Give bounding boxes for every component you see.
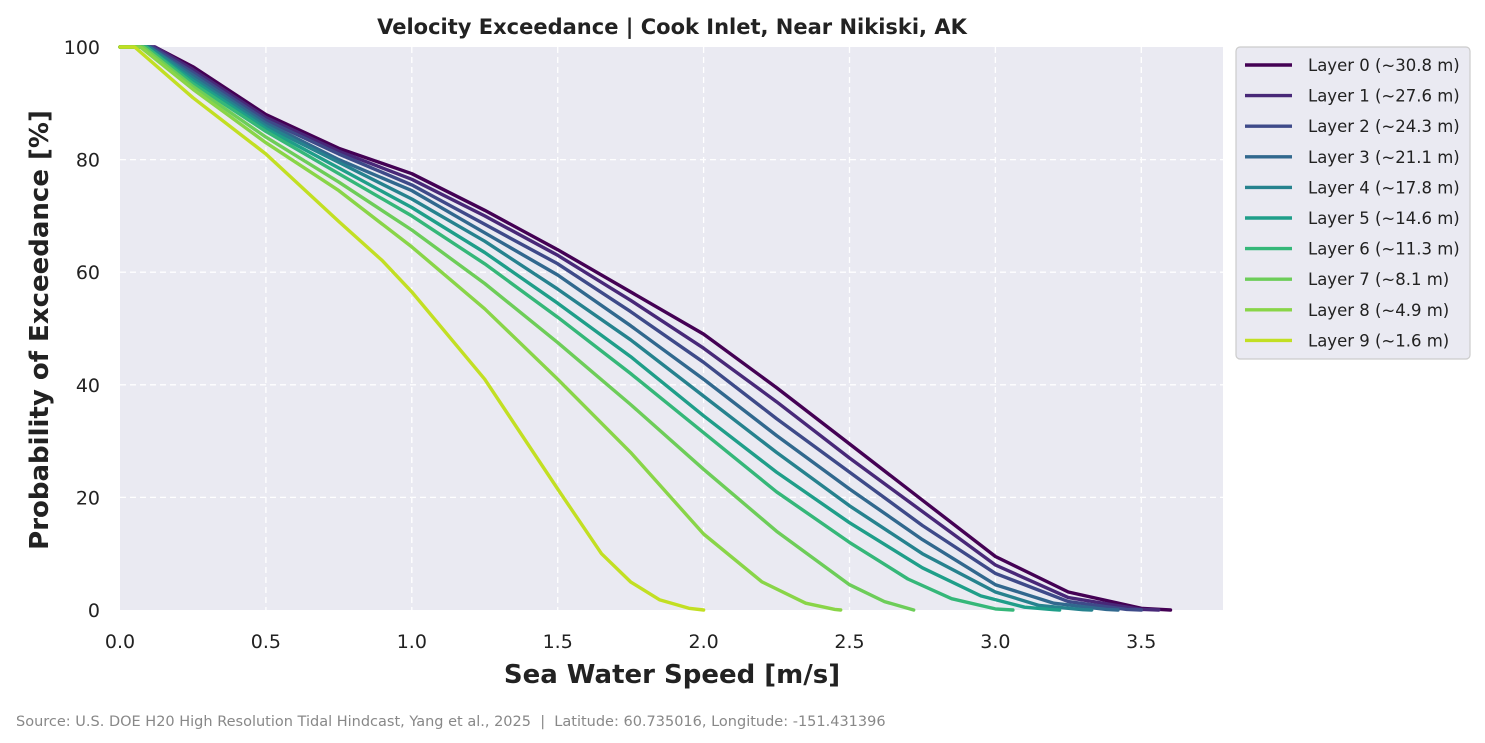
y-tick-label: 60 (76, 262, 100, 284)
x-axis-label: Sea Water Speed [m/s] (504, 660, 840, 690)
x-tick-label: 1.0 (397, 631, 427, 653)
legend-label-layer-2: Layer 2 (~24.3 m) (1308, 117, 1460, 136)
x-tick-label: 0.0 (105, 631, 135, 653)
chart-title: Velocity Exceedance | Cook Inlet, Near N… (377, 15, 967, 40)
series-line-layer-4 (118, 45, 1094, 612)
legend-label-layer-0: Layer 0 (~30.8 m) (1308, 56, 1460, 75)
legend-label-layer-4: Layer 4 (~17.8 m) (1308, 178, 1460, 197)
x-tick-label: 3.0 (980, 631, 1010, 653)
x-tick-label: 3.5 (1126, 631, 1156, 653)
x-tick-label: 2.0 (688, 631, 718, 653)
y-tick-label: 80 (76, 150, 100, 172)
series-line-layer-0 (118, 45, 1173, 612)
legend-label-layer-5: Layer 5 (~14.6 m) (1308, 209, 1460, 228)
legend-label-layer-1: Layer 1 (~27.6 m) (1308, 87, 1460, 106)
y-tick-labels: 0 20 40 60 80 100 (64, 37, 100, 622)
series-line-layer-7 (118, 45, 916, 612)
series-lines (118, 45, 1173, 612)
y-tick-label: 40 (76, 375, 100, 397)
y-tick-label: 0 (88, 600, 100, 622)
x-tick-label: 2.5 (834, 631, 864, 653)
legend-frame (1235, 46, 1471, 360)
legend-label-layer-6: Layer 6 (~11.3 m) (1308, 240, 1460, 259)
legend-label-layer-9: Layer 9 (~1.6 m) (1308, 331, 1449, 350)
legend-label-layer-3: Layer 3 (~21.1 m) (1308, 148, 1460, 167)
x-tick-label: 0.5 (251, 631, 281, 653)
legend-label-layer-8: Layer 8 (~4.9 m) (1308, 301, 1449, 320)
series-line-layer-3 (118, 45, 1120, 612)
series-line-layer-9 (118, 45, 706, 612)
series-line-layer-5 (118, 45, 1062, 612)
legend: Layer 0 (~30.8 m) Layer 1 (~27.6 m) Layer … (1235, 46, 1471, 360)
legend-label-layer-7: Layer 7 (~8.1 m) (1308, 270, 1449, 289)
series-line-layer-2 (118, 45, 1143, 612)
series-line-layer-6 (118, 45, 1015, 612)
y-tick-label: 20 (76, 487, 100, 509)
series-line-layer-8 (118, 45, 843, 612)
source-note: Source: U.S. DOE H20 High Resolution Tid… (16, 714, 886, 730)
y-tick-label: 100 (64, 37, 100, 59)
x-tick-label: 1.5 (543, 631, 573, 653)
series-line-layer-1 (118, 45, 1161, 612)
y-axis-label: Probability of Exceedance [%] (25, 110, 55, 550)
x-tick-labels: 0.0 0.5 1.0 1.5 2.0 2.5 3.0 3.5 (105, 631, 1157, 653)
